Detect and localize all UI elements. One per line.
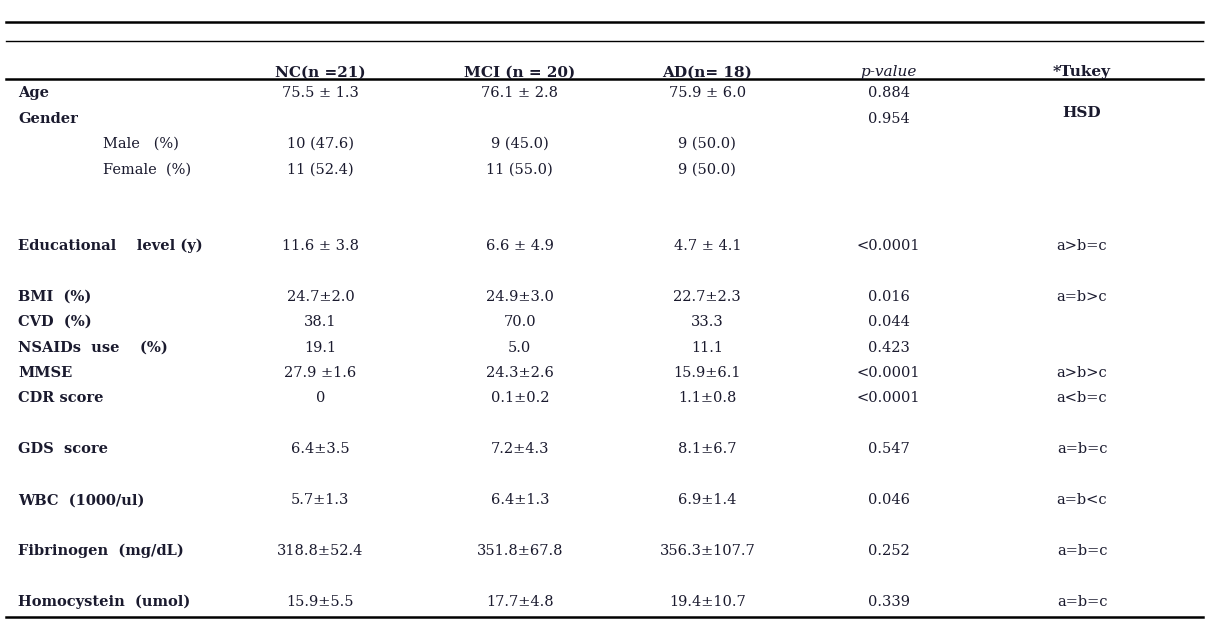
Text: a=b=c: a=b=c — [1057, 595, 1107, 609]
Text: 0.547: 0.547 — [868, 442, 909, 457]
Text: 5.0: 5.0 — [508, 340, 532, 355]
Text: MCI (n = 20): MCI (n = 20) — [464, 65, 575, 79]
Text: 9 (50.0): 9 (50.0) — [678, 163, 736, 176]
Text: 6.6 ± 4.9: 6.6 ± 4.9 — [486, 239, 554, 253]
Text: a=b>c: a=b>c — [1057, 290, 1107, 304]
Text: 356.3±107.7: 356.3±107.7 — [659, 544, 756, 558]
Text: 0.884: 0.884 — [868, 86, 909, 100]
Text: 318.8±52.4: 318.8±52.4 — [277, 544, 364, 558]
Text: a>b=c: a>b=c — [1057, 239, 1107, 253]
Text: 75.5 ± 1.3: 75.5 ± 1.3 — [282, 86, 359, 100]
Text: 351.8±67.8: 351.8±67.8 — [476, 544, 563, 558]
Text: 7.2±4.3: 7.2±4.3 — [491, 442, 549, 457]
Text: 17.7±4.8: 17.7±4.8 — [486, 595, 554, 609]
Text: 15.9±5.5: 15.9±5.5 — [287, 595, 354, 609]
Text: 0.016: 0.016 — [868, 290, 909, 304]
Text: a>b>c: a>b>c — [1057, 366, 1107, 380]
Text: a=b=c: a=b=c — [1057, 442, 1107, 457]
Text: 24.9±3.0: 24.9±3.0 — [486, 290, 554, 304]
Text: 19.1: 19.1 — [305, 340, 336, 355]
Text: 9 (50.0): 9 (50.0) — [678, 137, 736, 151]
Text: 38.1: 38.1 — [305, 315, 336, 329]
Text: 8.1±6.7: 8.1±6.7 — [678, 442, 736, 457]
Text: 0.339: 0.339 — [868, 595, 909, 609]
Text: 22.7±2.3: 22.7±2.3 — [673, 290, 741, 304]
Text: 0.044: 0.044 — [868, 315, 909, 329]
Text: 76.1 ± 2.8: 76.1 ± 2.8 — [481, 86, 559, 100]
Text: Female  (%): Female (%) — [103, 163, 191, 176]
Text: 5.7±1.3: 5.7±1.3 — [291, 493, 349, 507]
Text: 70.0: 70.0 — [504, 315, 536, 329]
Text: 0.252: 0.252 — [868, 544, 909, 558]
Text: 0.423: 0.423 — [868, 340, 909, 355]
Text: 24.7±2.0: 24.7±2.0 — [287, 290, 354, 304]
Text: 0.046: 0.046 — [868, 493, 909, 507]
Text: WBC  (1000/ul): WBC (1000/ul) — [18, 493, 145, 507]
Text: Educational    level (y): Educational level (y) — [18, 239, 203, 253]
Text: GDS  score: GDS score — [18, 442, 108, 457]
Text: MMSE: MMSE — [18, 366, 73, 380]
Text: NSAIDs  use    (%): NSAIDs use (%) — [18, 340, 168, 355]
Text: 0.954: 0.954 — [868, 112, 909, 126]
Text: 27.9 ±1.6: 27.9 ±1.6 — [284, 366, 357, 380]
Text: 11 (55.0): 11 (55.0) — [486, 163, 554, 176]
Text: BMI  (%): BMI (%) — [18, 290, 92, 304]
Text: a=b<c: a=b<c — [1057, 493, 1107, 507]
Text: *Tukey: *Tukey — [1053, 65, 1111, 79]
Text: 1.1±0.8: 1.1±0.8 — [678, 391, 736, 406]
Text: CDR score: CDR score — [18, 391, 104, 406]
Text: a=b=c: a=b=c — [1057, 544, 1107, 558]
Text: AD(n= 18): AD(n= 18) — [663, 65, 752, 79]
Text: Gender: Gender — [18, 112, 79, 126]
Text: 11 (52.4): 11 (52.4) — [287, 163, 354, 176]
Text: 0.1±0.2: 0.1±0.2 — [491, 391, 549, 406]
Text: 19.4±10.7: 19.4±10.7 — [669, 595, 746, 609]
Text: Male   (%): Male (%) — [103, 137, 179, 151]
Text: 11.6 ± 3.8: 11.6 ± 3.8 — [282, 239, 359, 253]
Text: 6.4±1.3: 6.4±1.3 — [491, 493, 549, 507]
Text: Fibrinogen  (mg/dL): Fibrinogen (mg/dL) — [18, 544, 184, 558]
Text: <0.0001: <0.0001 — [857, 366, 920, 380]
Text: <0.0001: <0.0001 — [857, 391, 920, 406]
Text: 24.3±2.6: 24.3±2.6 — [486, 366, 554, 380]
Text: 9 (45.0): 9 (45.0) — [491, 137, 549, 151]
Text: HSD: HSD — [1063, 106, 1101, 120]
Text: 11.1: 11.1 — [692, 340, 723, 355]
Text: CVD  (%): CVD (%) — [18, 315, 92, 329]
Text: 33.3: 33.3 — [690, 315, 724, 329]
Text: p-value: p-value — [861, 65, 916, 79]
Text: <0.0001: <0.0001 — [857, 239, 920, 253]
Text: 4.7 ± 4.1: 4.7 ± 4.1 — [673, 239, 741, 253]
Text: 6.4±3.5: 6.4±3.5 — [291, 442, 349, 457]
Text: Homocystein  (umol): Homocystein (umol) — [18, 595, 190, 609]
Text: 6.9±1.4: 6.9±1.4 — [678, 493, 736, 507]
Text: 75.9 ± 6.0: 75.9 ± 6.0 — [669, 86, 746, 100]
Text: 15.9±6.1: 15.9±6.1 — [673, 366, 741, 380]
Text: 0: 0 — [316, 391, 325, 406]
Text: a<b=c: a<b=c — [1057, 391, 1107, 406]
Text: NC(n =21): NC(n =21) — [276, 65, 365, 79]
Text: Age: Age — [18, 86, 50, 100]
Text: 10 (47.6): 10 (47.6) — [287, 137, 354, 151]
